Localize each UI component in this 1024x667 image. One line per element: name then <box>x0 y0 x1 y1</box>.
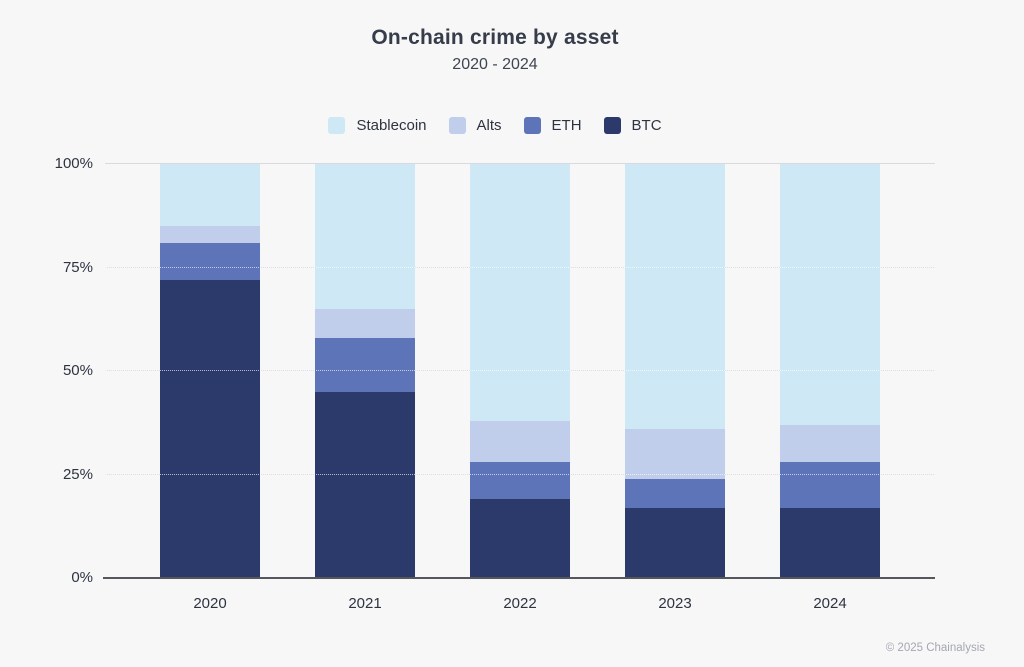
legend-item-btc: BTC <box>603 117 662 134</box>
legend-label: Stablecoin <box>356 117 427 134</box>
gridline-overlay-50 <box>105 370 935 371</box>
bar-segment-2020-eth <box>160 242 260 280</box>
bar-segment-2023-btc <box>625 507 725 578</box>
legend-label: BTC <box>631 117 662 134</box>
bar-segment-2023-stablecoin <box>625 164 725 429</box>
chart-subtitle: 2020 - 2024 <box>452 56 538 73</box>
bar-2021 <box>315 164 415 578</box>
bar-segment-2020-alts <box>160 226 260 243</box>
bar-segment-2020-btc <box>160 279 260 578</box>
bar-segment-2024-btc <box>780 507 880 578</box>
legend-label: Alts <box>476 117 502 134</box>
bar-segment-2022-stablecoin <box>470 164 570 421</box>
legend-item-eth: ETH <box>523 117 582 134</box>
bar-segment-2023-alts <box>625 428 725 479</box>
gridline-100 <box>105 163 935 164</box>
bar-2023 <box>625 164 725 578</box>
x-axis-tick-2022: 2022 <box>503 595 537 612</box>
x-axis-tick-2021: 2021 <box>348 595 382 612</box>
bar-segment-2021-btc <box>315 391 415 578</box>
x-axis-tick-2020: 2020 <box>193 595 227 612</box>
gridline-overlay-75 <box>105 266 935 268</box>
x-axis-line <box>103 577 935 579</box>
bar-segment-2021-stablecoin <box>315 164 415 309</box>
bar-2022 <box>470 164 570 578</box>
bar-segment-2023-eth <box>625 478 725 508</box>
legend-label: ETH <box>551 117 582 134</box>
plot-area: 0% 25% 50% 75% 100% 2020 2021 2022 2023 2024 <box>55 155 935 612</box>
bar-segment-2021-eth <box>315 337 415 392</box>
legend: Stablecoin Alts ETH BTC <box>0 117 990 134</box>
gridline-overlay-25 <box>105 473 935 475</box>
legend-swatch-alts <box>448 117 466 134</box>
bar-segment-2020-stablecoin <box>160 164 260 227</box>
x-axis-tick-2024: 2024 <box>813 595 847 612</box>
bar-segment-2024-alts <box>780 424 880 463</box>
bar-segment-2024-eth <box>780 462 880 508</box>
bar-segment-2021-alts <box>315 308 415 338</box>
y-axis-tick-25: 25% <box>62 465 93 483</box>
y-axis-tick-0: 0% <box>71 569 93 586</box>
bar-segment-2022-btc <box>470 499 570 578</box>
bar-segment-2022-alts <box>470 420 570 463</box>
bar-segment-2022-eth <box>470 462 570 500</box>
y-axis-tick-75: 75% <box>62 258 93 276</box>
bar-2020 <box>160 164 260 578</box>
y-axis-tick-50: 50% <box>62 362 93 379</box>
copyright-note: © 2025 Chainalysis <box>885 642 985 654</box>
legend-swatch-stablecoin <box>328 117 346 134</box>
bar-segment-2024-stablecoin <box>780 164 880 425</box>
bar-2024 <box>780 164 880 578</box>
legend-swatch-eth <box>523 117 541 134</box>
legend-swatch-btc <box>603 117 621 134</box>
chart-title: On-chain crime by asset <box>371 26 619 49</box>
legend-item-stablecoin: Stablecoin <box>328 117 427 134</box>
legend-item-alts: Alts <box>448 117 502 134</box>
y-axis-tick-100: 100% <box>54 155 93 172</box>
x-axis-tick-2023: 2023 <box>658 595 692 612</box>
